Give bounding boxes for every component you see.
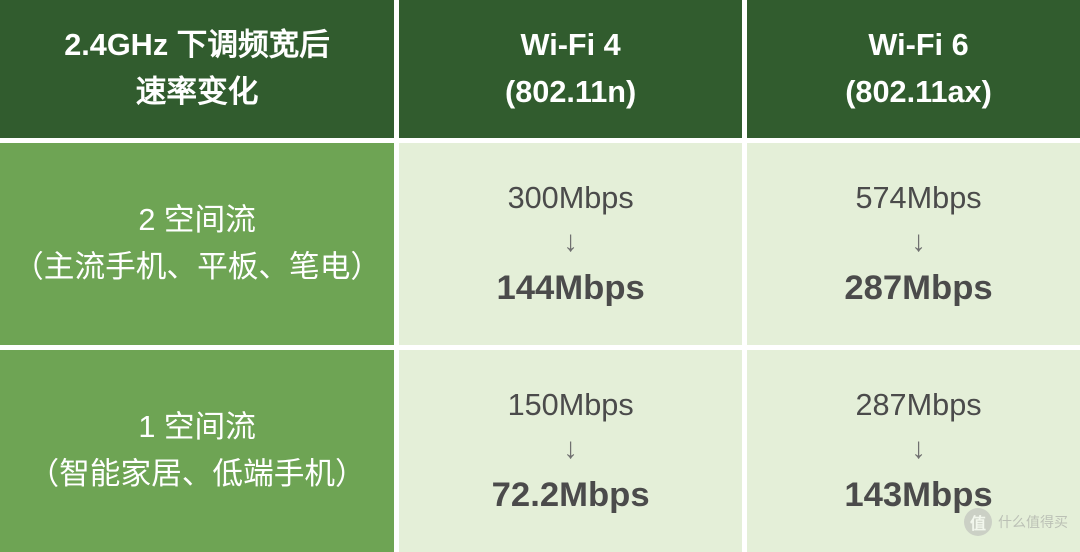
row-1-label-line1: 1 空间流 xyxy=(138,404,256,452)
data-0-1-from: 574Mbps xyxy=(855,175,981,221)
table-header-col-1: Wi-Fi 6(802.11ax) xyxy=(747,0,1080,138)
header-title-line2: 速率变化 xyxy=(136,69,259,117)
row-0-label-line2: （主流手机、平板、笔电） xyxy=(13,244,381,292)
table-container: 2.4GHz 下调频宽后速率变化Wi-Fi 4(802.11n)Wi-Fi 6(… xyxy=(0,0,1080,542)
header-title-line1: 2.4GHz 下调频宽后 xyxy=(64,22,330,70)
arrow-down-icon: ↓ xyxy=(911,428,926,469)
data-cell-1-1: 287Mbps↓143Mbps xyxy=(747,350,1080,552)
arrow-down-icon: ↓ xyxy=(911,221,926,262)
row-0-label-line1: 2 空间流 xyxy=(138,197,256,245)
header-col-0-line2: (802.11n) xyxy=(505,69,636,117)
data-1-0-from: 150Mbps xyxy=(508,382,634,428)
data-cell-1-0: 150Mbps↓72.2Mbps xyxy=(399,350,742,552)
header-col-0-line1: Wi-Fi 4 xyxy=(521,22,621,70)
row-label-0: 2 空间流（主流手机、平板、笔电） xyxy=(0,143,394,345)
data-cell-0-1: 574Mbps↓287Mbps xyxy=(747,143,1080,345)
header-col-1-line1: Wi-Fi 6 xyxy=(868,22,968,70)
row-label-1: 1 空间流（智能家居、低端手机） xyxy=(0,350,394,552)
data-1-0-to: 72.2Mbps xyxy=(492,469,650,521)
comparison-table: 2.4GHz 下调频宽后速率变化Wi-Fi 4(802.11n)Wi-Fi 6(… xyxy=(0,0,1080,542)
data-1-1-from: 287Mbps xyxy=(855,382,981,428)
arrow-down-icon: ↓ xyxy=(563,428,578,469)
table-header-col-0: Wi-Fi 4(802.11n) xyxy=(399,0,742,138)
row-1-label-line2: （智能家居、低端手机） xyxy=(28,451,365,499)
data-0-0-from: 300Mbps xyxy=(508,175,634,221)
table-header-title: 2.4GHz 下调频宽后速率变化 xyxy=(0,0,394,138)
data-0-0-to: 144Mbps xyxy=(496,262,644,314)
data-0-1-to: 287Mbps xyxy=(844,262,992,314)
data-cell-0-0: 300Mbps↓144Mbps xyxy=(399,143,742,345)
header-col-1-line2: (802.11ax) xyxy=(845,69,992,117)
arrow-down-icon: ↓ xyxy=(563,221,578,262)
data-1-1-to: 143Mbps xyxy=(844,469,992,521)
